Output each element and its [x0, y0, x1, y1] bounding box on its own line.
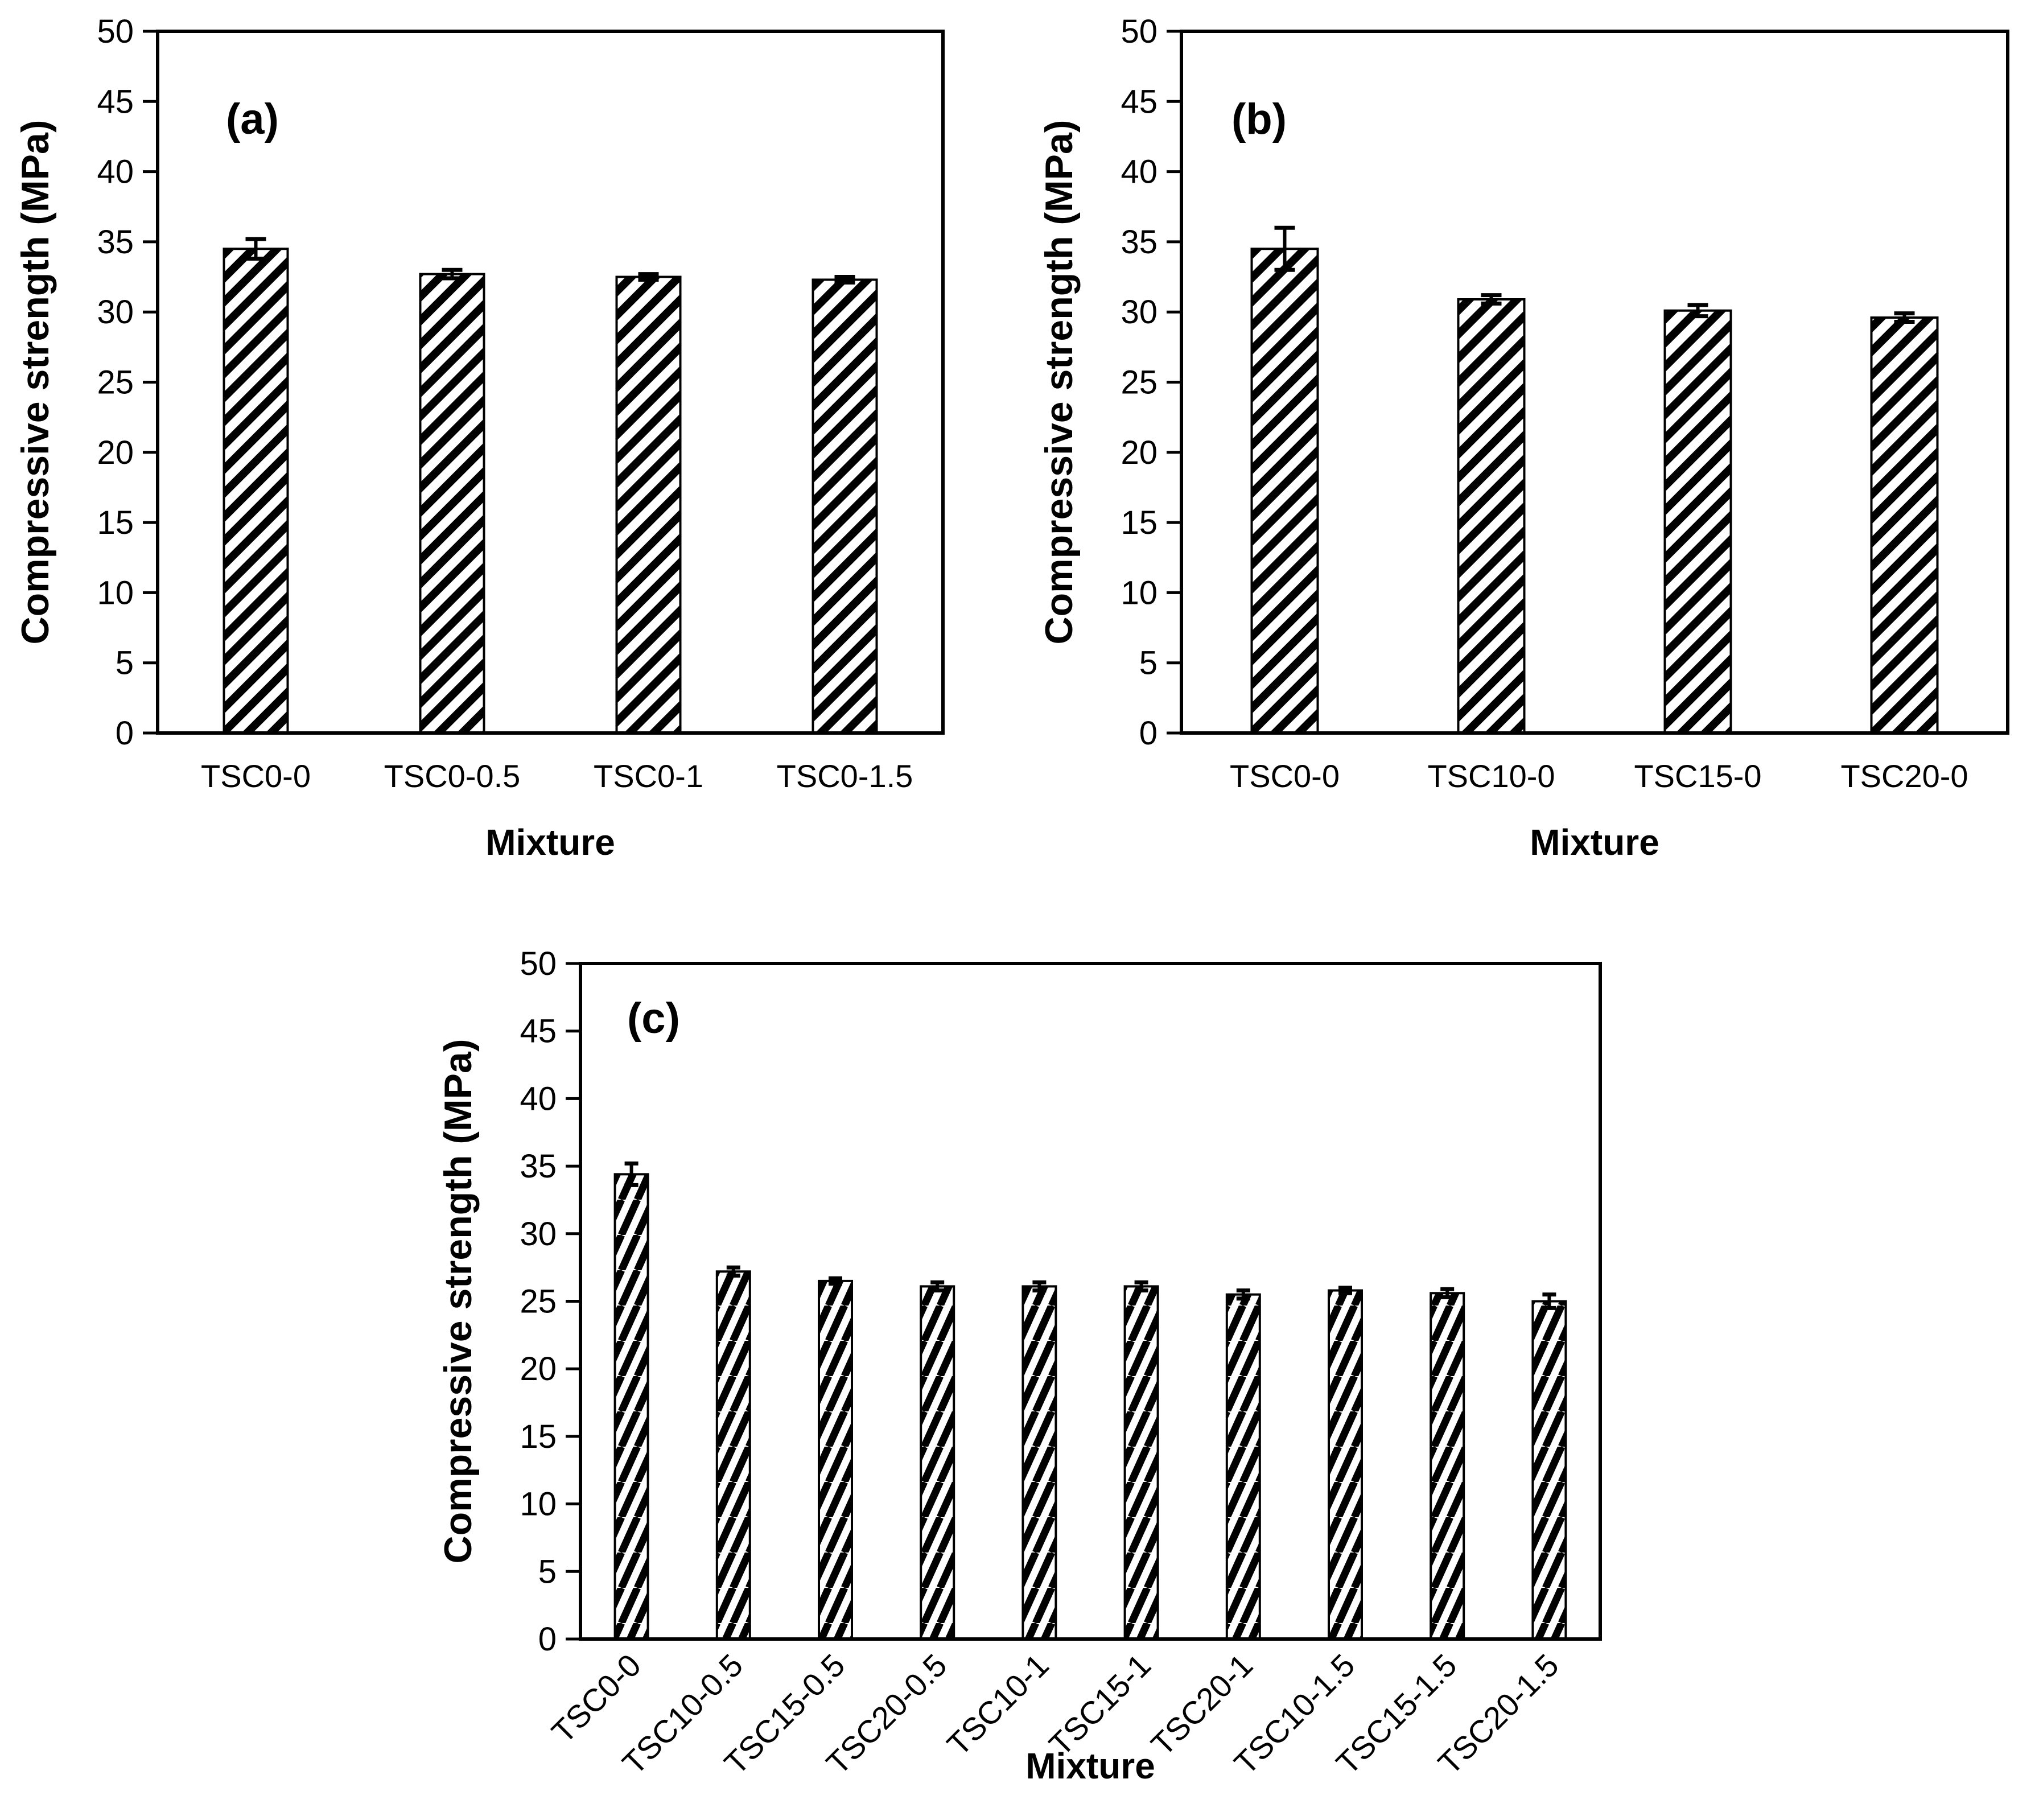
plot-border: [579, 962, 1602, 1641]
y-tick-label: 40: [520, 1080, 557, 1117]
x-axis-title: Mixture: [1025, 1745, 1155, 1786]
x-category-label: TSC0-0.5: [384, 758, 521, 794]
x-category-label: TSC0-1.5: [777, 758, 913, 794]
plot-border: [156, 30, 945, 735]
y-tick-label: 25: [520, 1283, 557, 1320]
x-category-label: TSC10-0: [1427, 758, 1555, 794]
y-tick-label: 35: [97, 224, 134, 261]
bar: [1663, 309, 1732, 734]
bar: [223, 248, 289, 735]
panel-letter: (b): [1231, 95, 1287, 143]
bar: [1870, 316, 1939, 734]
y-tick-label: 0: [116, 715, 134, 752]
y-tick-label: 45: [520, 1013, 557, 1050]
y-tick-label: 0: [538, 1621, 557, 1658]
y-tick-label: 50: [97, 13, 134, 50]
y-tick-label: 30: [520, 1216, 557, 1253]
y-tick-label: 50: [520, 945, 557, 982]
bar: [1430, 1292, 1465, 1641]
y-tick-label: 30: [1121, 294, 1158, 331]
y-tick-label: 40: [1121, 154, 1158, 191]
bar: [1250, 248, 1319, 735]
y-tick-label: 35: [520, 1148, 557, 1185]
y-tick-label: 5: [538, 1553, 557, 1590]
y-tick-label: 20: [97, 434, 134, 471]
y-tick-label: 45: [97, 83, 134, 120]
panel-letter: (a): [226, 95, 279, 143]
bar: [419, 273, 485, 735]
bar: [812, 278, 878, 734]
bar: [818, 1279, 853, 1640]
y-tick-label: 30: [97, 294, 134, 331]
y-tick-label: 10: [520, 1486, 557, 1523]
x-category-label: TSC0-1: [594, 758, 703, 794]
x-category-label: TSC15-0: [1634, 758, 1761, 794]
y-axis-title: Compressive strength (MPa): [14, 120, 57, 645]
y-axis-title: Compressive strength (MPa): [1037, 120, 1081, 645]
y-tick-label: 20: [1121, 434, 1158, 471]
bar: [1225, 1293, 1261, 1640]
bar: [1457, 298, 1526, 734]
bar: [715, 1270, 751, 1640]
y-tick-label: 35: [1121, 224, 1158, 261]
y-tick-label: 40: [97, 154, 134, 191]
bar: [613, 1173, 649, 1640]
x-category-label: TSC20-0: [1840, 758, 1968, 794]
y-tick-label: 5: [1139, 645, 1158, 682]
plot-border: [1180, 30, 2009, 735]
bar: [615, 275, 682, 734]
y-tick-label: 15: [520, 1418, 557, 1455]
bar: [1531, 1300, 1567, 1640]
bar: [920, 1285, 955, 1640]
y-tick-label: 5: [116, 645, 134, 682]
y-tick-label: 20: [520, 1350, 557, 1387]
y-tick-label: 10: [1121, 574, 1158, 611]
y-tick-label: 10: [97, 574, 134, 611]
bar: [1123, 1285, 1159, 1640]
y-tick-label: 0: [1139, 715, 1158, 752]
x-category-label: TSC0-0: [545, 1647, 648, 1750]
x-axis-title: Mixture: [1530, 822, 1659, 863]
y-tick-label: 50: [1121, 13, 1158, 50]
y-tick-label: 15: [97, 504, 134, 541]
panel-letter: (c): [627, 994, 680, 1043]
x-category-label: TSC0-0: [1230, 758, 1340, 794]
y-tick-label: 15: [1121, 504, 1158, 541]
x-category-label: TSC0-0: [201, 758, 311, 794]
bar: [1328, 1289, 1363, 1641]
y-tick-label: 45: [1121, 83, 1158, 120]
x-axis-title: Mixture: [485, 822, 615, 863]
y-tick-label: 25: [1121, 364, 1158, 401]
bar: [1021, 1285, 1057, 1640]
y-axis-title: Compressive strength (MPa): [436, 1039, 480, 1564]
y-tick-label: 25: [97, 364, 134, 401]
